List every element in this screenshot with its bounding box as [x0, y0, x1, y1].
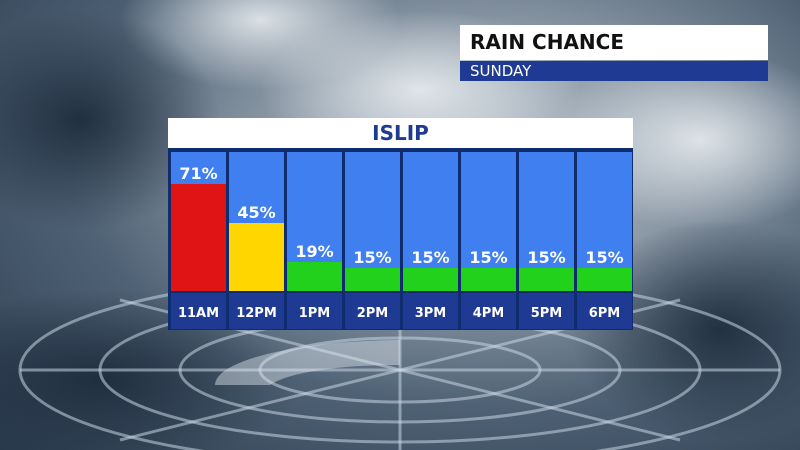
- category-label: 12PM: [236, 306, 277, 321]
- column-background: [345, 152, 400, 291]
- category-cell: [403, 293, 458, 329]
- bar-5pm: [519, 268, 574, 291]
- rain-chance-title: RAIN CHANCE: [460, 25, 768, 60]
- category-label: 5PM: [531, 306, 563, 321]
- category-cell: [577, 293, 632, 329]
- category-cell: [229, 293, 284, 329]
- category-cell: [171, 293, 226, 329]
- bar-3pm: [403, 268, 458, 291]
- bar-2pm: [345, 268, 400, 291]
- data-label: 19%: [295, 242, 333, 261]
- category-cell: [345, 293, 400, 329]
- category-label: 11AM: [178, 306, 219, 321]
- data-label: 71%: [179, 164, 217, 183]
- data-label: 15%: [469, 248, 507, 267]
- category-label: 2PM: [357, 306, 389, 321]
- data-label: 15%: [527, 248, 565, 267]
- category-label: 3PM: [415, 306, 447, 321]
- data-label: 45%: [237, 203, 275, 222]
- data-label: 15%: [411, 248, 449, 267]
- radar-logo-shape: [214, 340, 400, 385]
- bar-1pm: [287, 262, 342, 291]
- day-subtitle: SUNDAY: [460, 61, 768, 81]
- bar-11am: [171, 184, 226, 291]
- bar-12pm: [229, 223, 284, 291]
- category-cell: [519, 293, 574, 329]
- bar-6pm: [577, 268, 632, 291]
- category-cell: [461, 293, 516, 329]
- bar-4pm: [461, 268, 516, 291]
- column-background: [577, 152, 632, 291]
- rain-chance-bar-chart: 71% 11AM 45% 12PM 19% 1PM 15% 2PM 15% 3PM 15% 4PM 15…: [171, 152, 632, 329]
- column-background: [519, 152, 574, 291]
- data-label: 15%: [585, 248, 623, 267]
- rain-chart-panel: ISLIP 71% 11AM 45% 12PM 19% 1PM 15% 2PM 15% 3PM 15…: [168, 118, 633, 330]
- category-label: 1PM: [299, 306, 331, 321]
- column-background: [403, 152, 458, 291]
- category-label: 4PM: [473, 306, 505, 321]
- location-title: ISLIP: [168, 118, 633, 148]
- category-label: 6PM: [589, 306, 621, 321]
- data-label: 15%: [353, 248, 391, 267]
- category-cell: [287, 293, 342, 329]
- column-background: [461, 152, 516, 291]
